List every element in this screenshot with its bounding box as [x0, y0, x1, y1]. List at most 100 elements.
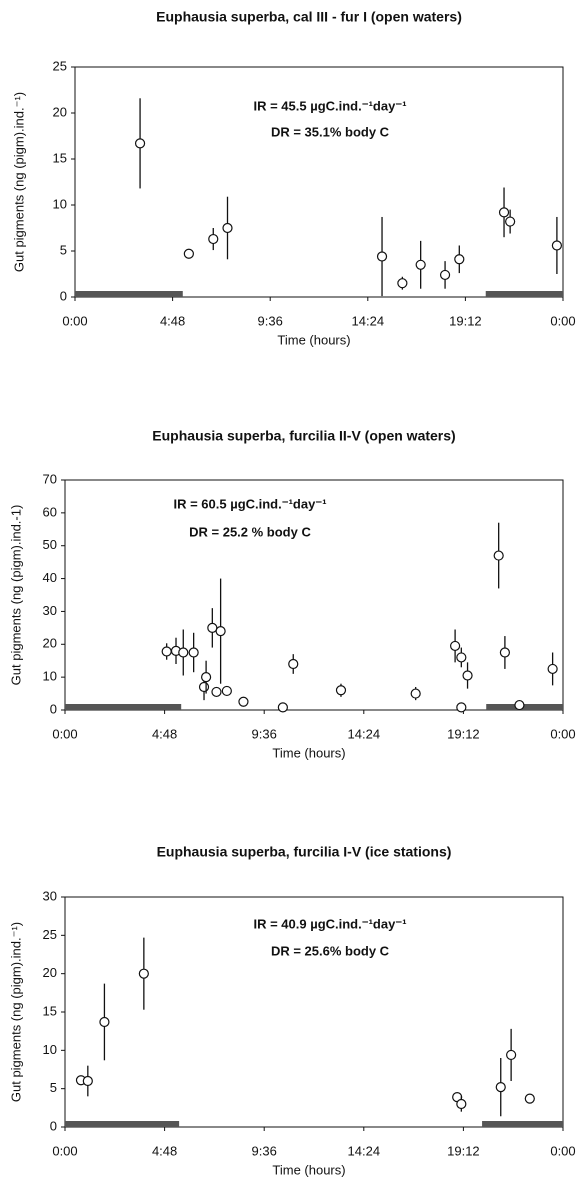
- x-tick-label: 19:12: [447, 1143, 480, 1158]
- point: [505, 216, 516, 227]
- point: [134, 138, 146, 149]
- annotation: IR = 60.5 µgC.ind.⁻¹day⁻¹: [173, 496, 326, 511]
- point: [415, 259, 426, 270]
- chart-title: Euphausia superba, furcilia I-V (ice sta…: [157, 844, 452, 860]
- point: [456, 702, 467, 713]
- point: [524, 1093, 535, 1104]
- point: [506, 1049, 517, 1061]
- x-tick-label: 0:00: [550, 313, 575, 328]
- y-tick-label: 60: [43, 504, 57, 519]
- y-axis-label: Gut pigments (ng (pigm).ind.-1): [8, 505, 23, 686]
- point: [410, 688, 421, 699]
- plot-frame: [74, 66, 564, 298]
- x-axis-label: Time (hours): [272, 745, 345, 760]
- point: [551, 240, 563, 251]
- point: [183, 248, 194, 259]
- point: [547, 663, 558, 675]
- point: [138, 968, 149, 979]
- x-tick-label: 4:48: [160, 313, 185, 328]
- point: [238, 696, 249, 707]
- point: [208, 233, 219, 245]
- chart-title: Euphausia superba, furcilia II-V (open w…: [152, 428, 455, 444]
- point: [397, 278, 408, 289]
- x-tick-label: 0:00: [52, 1143, 77, 1158]
- x-tick-label: 9:36: [252, 726, 277, 741]
- plot-frame: [64, 896, 564, 1128]
- point: [288, 658, 299, 670]
- y-tick-label: 0: [50, 1118, 57, 1133]
- y-tick-label: 40: [43, 570, 57, 585]
- point: [450, 640, 461, 652]
- point: [211, 686, 222, 698]
- point: [498, 207, 510, 218]
- night-bar: [65, 1121, 180, 1127]
- point: [178, 647, 189, 658]
- point: [495, 1082, 506, 1093]
- x-tick-label: 14:24: [348, 726, 381, 741]
- point: [201, 672, 212, 683]
- y-tick-label: 20: [43, 965, 57, 980]
- point: [456, 1098, 467, 1110]
- point: [439, 269, 451, 281]
- x-tick-label: 4:48: [152, 726, 177, 741]
- x-tick-label: 9:36: [252, 1143, 277, 1158]
- x-tick-label: 9:36: [258, 313, 283, 328]
- y-tick-label: 0: [60, 288, 67, 303]
- night-bar: [482, 1121, 563, 1127]
- point: [99, 1016, 110, 1028]
- y-tick-label: 30: [43, 603, 57, 618]
- plot-frame: [64, 479, 564, 711]
- annotation: DR = 25.2 % body C: [189, 524, 311, 539]
- y-tick-label: 10: [43, 669, 57, 684]
- annotation: IR = 45.5 µgC.ind.⁻¹day⁻¹: [253, 98, 406, 113]
- y-tick-label: 15: [43, 1003, 57, 1018]
- point: [161, 646, 172, 657]
- point: [335, 685, 347, 696]
- night-bar: [65, 704, 182, 710]
- x-tick-label: 19:12: [449, 313, 482, 328]
- y-tick-label: 30: [43, 888, 57, 903]
- night-bar: [486, 704, 563, 710]
- point: [207, 622, 218, 633]
- point: [277, 702, 288, 713]
- y-axis-label: Gut pigments (ng (pigm).ind.⁻¹): [8, 922, 23, 1102]
- annotation: DR = 35.1% body C: [271, 124, 390, 139]
- point: [376, 251, 388, 262]
- y-tick-label: 20: [53, 104, 67, 119]
- y-tick-label: 15: [53, 150, 67, 165]
- x-tick-label: 19:12: [447, 726, 480, 741]
- x-tick-label: 0:00: [550, 726, 575, 741]
- point: [493, 550, 504, 561]
- x-tick-label: 4:48: [152, 1143, 177, 1158]
- x-axis-label: Time (hours): [272, 1162, 345, 1177]
- y-axis-label: Gut pigments (ng (pigm).ind.⁻¹): [11, 92, 26, 272]
- x-tick-label: 14:24: [348, 1143, 381, 1158]
- x-tick-label: 0:00: [550, 1143, 575, 1158]
- x-tick-label: 0:00: [52, 726, 77, 741]
- x-tick-label: 0:00: [62, 313, 87, 328]
- point: [198, 681, 210, 693]
- point: [188, 647, 199, 658]
- y-tick-label: 5: [50, 1080, 57, 1095]
- annotation: IR = 40.9 µgC.ind.⁻¹day⁻¹: [253, 916, 406, 931]
- night-bar: [75, 291, 183, 297]
- x-axis-label: Time (hours): [277, 332, 350, 347]
- y-tick-label: 25: [53, 58, 67, 73]
- y-tick-label: 10: [43, 1042, 57, 1057]
- chart-title: Euphausia superba, cal III - fur I (open…: [156, 9, 462, 25]
- point: [456, 652, 467, 663]
- y-tick-label: 25: [43, 927, 57, 942]
- point: [82, 1075, 93, 1087]
- y-tick-label: 10: [53, 196, 67, 211]
- y-tick-label: 0: [50, 701, 57, 716]
- point: [222, 222, 233, 234]
- point: [514, 699, 525, 711]
- x-tick-label: 14:24: [352, 313, 385, 328]
- y-tick-label: 70: [43, 471, 57, 486]
- night-bar: [485, 291, 563, 297]
- point: [454, 254, 465, 265]
- point: [499, 647, 510, 658]
- annotation: DR = 25.6% body C: [271, 943, 390, 958]
- y-tick-label: 20: [43, 636, 57, 651]
